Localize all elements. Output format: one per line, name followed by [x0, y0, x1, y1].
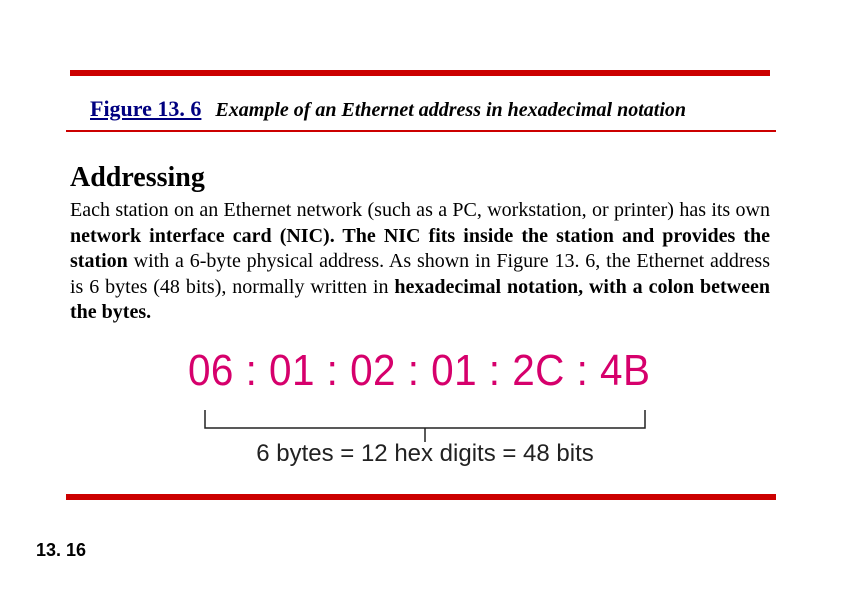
mac-address: 06 : 01 : 02 : 01 : 2C : 4B: [180, 346, 658, 396]
bytes-label: 6 bytes = 12 hex digits = 48 bits: [200, 440, 650, 468]
figure-caption: Example of an Ethernet address in hexade…: [215, 99, 686, 121]
section-heading: Addressing: [70, 162, 205, 194]
figure-title-line: Figure 13. 6 Example of an Ethernet addr…: [90, 96, 790, 122]
slide-page: Figure 13. 6 Example of an Ethernet addr…: [0, 0, 842, 596]
thin-rule: [66, 130, 776, 132]
body-paragraph: Each station on an Ethernet network (suc…: [70, 198, 770, 326]
top-rule: [70, 70, 770, 76]
bottom-rule: [66, 494, 776, 500]
figure-label: Figure 13. 6: [90, 96, 201, 121]
page-number: 13. 16: [36, 540, 86, 561]
body-seg1: Each station on an Ethernet network (suc…: [70, 199, 770, 221]
